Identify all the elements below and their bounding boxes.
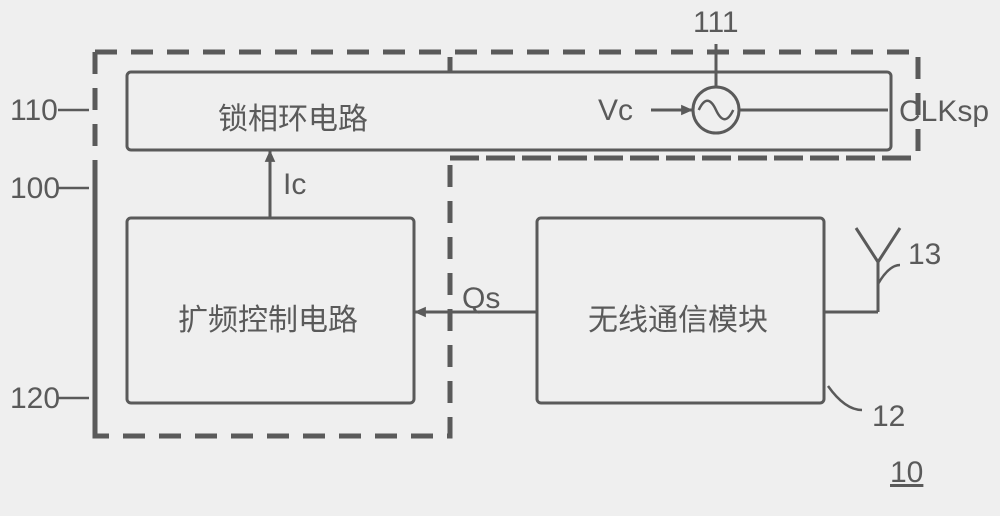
ref-100: 100 xyxy=(10,172,60,206)
diagram-canvas: 锁相环电路 扩频控制电路 无线通信模块 Vc CLKsp Ic Qs 111 1… xyxy=(0,0,1000,516)
vc-label: Vc xyxy=(598,94,633,128)
pll-label: 锁相环电路 xyxy=(218,94,368,138)
ref-13: 13 xyxy=(908,238,941,272)
diagram-svg xyxy=(0,0,1000,516)
spread-label: 扩频控制电路 xyxy=(178,295,358,339)
clk-label: CLKsp xyxy=(899,95,989,129)
ref-120: 120 xyxy=(10,382,60,416)
ref-110: 110 xyxy=(10,94,58,128)
ic-label: Ic xyxy=(283,168,306,202)
ref-111: 111 xyxy=(693,6,739,40)
ref-12: 12 xyxy=(872,400,905,434)
ref-10: 10 xyxy=(890,456,923,490)
qs-label: Qs xyxy=(462,282,500,316)
wireless-label: 无线通信模块 xyxy=(588,295,768,339)
